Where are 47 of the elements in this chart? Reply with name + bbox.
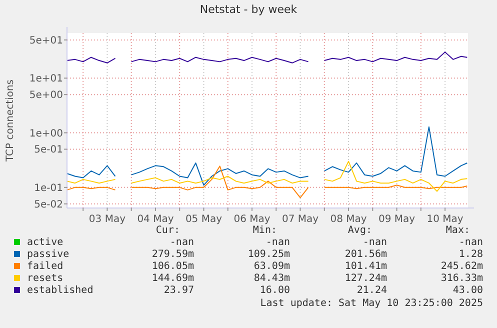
text: Avg:	[348, 225, 372, 236]
legend-label: failed	[27, 261, 64, 272]
y-tick-label: 1e+01	[29, 74, 63, 85]
text: 101.41m	[344, 261, 387, 272]
text: 279.59m	[152, 249, 194, 260]
text: -nan	[170, 237, 194, 248]
x-tick-label: 04 May	[137, 214, 174, 225]
text: Cur:	[156, 225, 180, 236]
text: 245.62m	[440, 261, 483, 272]
x-tick-label: 06 May	[234, 214, 270, 225]
y-tick-label: 5e-02	[34, 199, 63, 210]
x-tick-label: 03 May	[88, 214, 126, 225]
text: -nan	[458, 237, 483, 248]
text: Max:	[446, 225, 470, 236]
text: 43.00	[452, 285, 483, 296]
text: 63.09m	[254, 261, 290, 272]
text: 16.00	[260, 285, 290, 296]
legend-label: resets	[27, 273, 64, 284]
text: Min:	[252, 225, 277, 236]
chart-title: Netstat - by week	[200, 3, 298, 16]
text: 23.97	[164, 285, 194, 296]
text: 21.24	[356, 285, 387, 296]
text: 84.43m	[254, 273, 290, 284]
y-tick-label: 1e+00	[29, 128, 63, 140]
x-tick-label: 10 May	[426, 214, 464, 225]
y-tick-label: 5e+00	[29, 90, 63, 102]
text: Last update: Sat May 10 23:25:00 2025	[260, 298, 483, 309]
text: 1.28	[458, 249, 483, 260]
legend-label: established	[27, 285, 94, 296]
y-tick-label: 5e-01	[34, 144, 63, 156]
legend-label: active	[27, 237, 64, 248]
x-tick-label: 08 May	[330, 214, 367, 225]
y-tick-label: 1e-01	[34, 182, 63, 194]
text: 316.33m	[440, 273, 483, 284]
legend-label: passive	[27, 249, 70, 260]
text: 127.24m	[344, 273, 387, 284]
text: -nan	[362, 237, 387, 248]
text: 144.69m	[152, 273, 194, 284]
text: -nan	[266, 237, 290, 248]
y-axis-title: TCP connections	[5, 79, 16, 163]
text: 109.25m	[248, 249, 290, 260]
text: 106.05m	[152, 261, 194, 272]
x-tick-label: 05 May	[185, 214, 222, 225]
y-tick-label: 5e+01	[29, 35, 63, 46]
x-tick-label: 09 May	[378, 214, 416, 225]
x-tick-label: 07 May	[282, 214, 319, 225]
text: 201.56m	[344, 249, 387, 260]
